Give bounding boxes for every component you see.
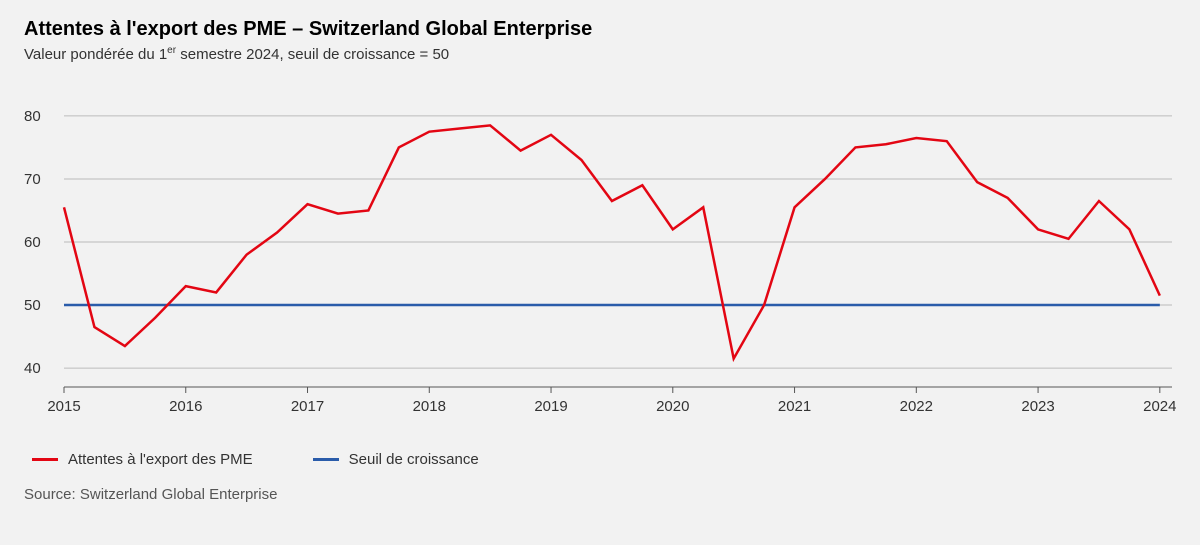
x-tick-label: 2023	[1021, 398, 1054, 415]
x-tick-label: 2017	[291, 398, 324, 415]
x-tick-label: 2019	[534, 398, 567, 415]
y-tick-label: 60	[24, 234, 41, 251]
chart-svg: 40 50 60 70 80 2015 2016 2017 2018 2019 2020 2021 20…	[24, 87, 1176, 427]
subtitle-post: semestre 2024, seuil de croissance = 50	[176, 46, 449, 63]
chart-source: Source: Switzerland Global Enterprise	[24, 486, 1176, 503]
y-tick-label: 50	[24, 297, 41, 314]
x-tick-label: 2018	[413, 398, 446, 415]
x-tick-label: 2022	[900, 398, 933, 415]
legend-label-threshold: Seuil de croissance	[349, 451, 479, 468]
subtitle-pre: Valeur pondérée du 1	[24, 46, 167, 63]
x-tick-label: 2021	[778, 398, 811, 415]
x-tick-label: 2020	[656, 398, 689, 415]
legend-label-series: Attentes à l'export des PME	[68, 451, 253, 468]
y-tick-label: 80	[24, 108, 41, 125]
chart-area: 40 50 60 70 80 2015 2016 2017 2018 2019 2020 2021 20…	[24, 87, 1176, 427]
legend-swatch-series	[32, 458, 58, 461]
chart-subtitle: Valeur pondérée du 1er semestre 2024, se…	[24, 45, 1176, 63]
x-tick-label: 2015	[47, 398, 80, 415]
legend: Attentes à l'export des PME Seuil de cro…	[32, 451, 1176, 468]
subtitle-sup: er	[167, 45, 176, 56]
y-tick-label: 70	[24, 171, 41, 188]
x-tick-label: 2016	[169, 398, 202, 415]
x-tick-label: 2024	[1143, 398, 1176, 415]
y-tick-label: 40	[24, 360, 41, 377]
chart-title: Attentes à l'export des PME – Switzerlan…	[24, 18, 1176, 41]
legend-item-threshold: Seuil de croissance	[313, 451, 479, 468]
legend-swatch-threshold	[313, 458, 339, 461]
legend-item-series: Attentes à l'export des PME	[32, 451, 253, 468]
